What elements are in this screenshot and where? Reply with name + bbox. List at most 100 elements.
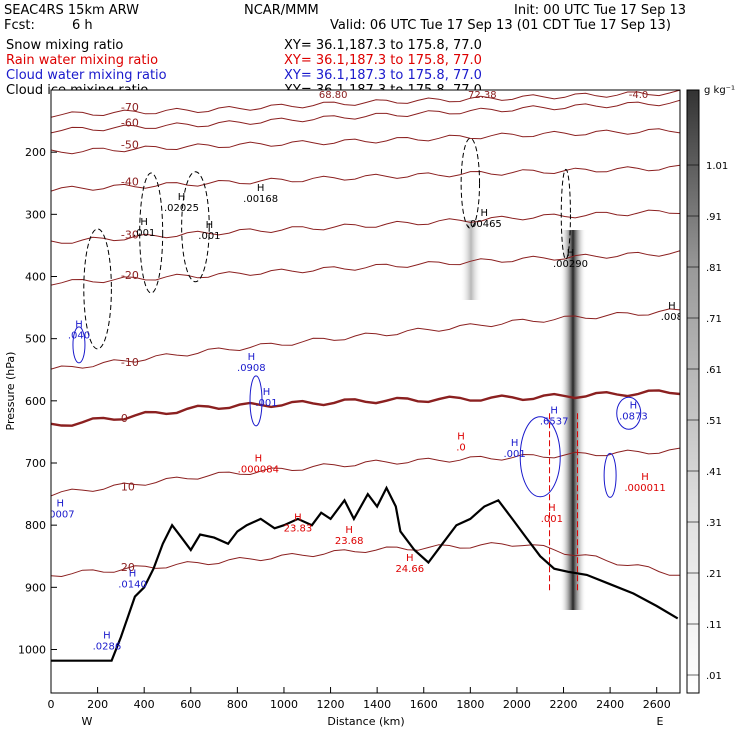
y-tick-label: 400 [25,270,46,283]
rain-max-h: H [457,432,465,443]
isotherm-label: -70 [121,101,139,114]
fcst-value: 6 h [72,18,93,33]
ice-shaft-secondary [460,220,482,300]
cloud-max-h: H [248,352,256,363]
top-row-label: 68.80 [319,90,348,101]
isotherm [51,250,680,286]
isotherm-label: -10 [121,356,139,369]
cloud-max-value: .0286 [93,641,122,652]
snow-max-value: .008 [661,312,683,323]
x-tick-label: 1400 [363,698,391,711]
isotherm [51,542,680,578]
snow-contour [83,228,112,350]
rain-max-h: H [548,503,556,514]
snow-contour [560,168,571,260]
rain-max-h: H [294,512,302,523]
colorbar-label: .91 [706,212,722,223]
west-label: W [82,715,93,728]
cloud-max-value: .0873 [619,411,648,422]
top-row-labels: 68.80 72.38 -4.0 [319,90,648,101]
y-axis: 200 300 400 500 600 700 800 900 1000 [18,146,57,656]
y-tick-label: 200 [25,146,46,159]
top-row-label: -4.0 [629,90,649,101]
rain-max-value: .0 [456,443,466,454]
legend-name: Snow mixing ratio [6,38,123,53]
isotherm [51,308,680,370]
snow-max-value: .00290 [553,259,588,270]
snow-max-h: H [668,301,676,312]
cloud-max-value: .001 [503,449,525,460]
y-tick-label: 600 [25,395,46,408]
snow-max-h: H [481,208,489,219]
y-tick-label: 700 [25,457,46,470]
cloud-max-h: H [129,568,137,579]
cloud-max-h: H [75,320,83,331]
colorbar-label: .11 [706,620,722,631]
isotherm [51,447,680,497]
colorbar-label: 1.01 [706,161,728,172]
isotherm [51,209,680,244]
snow-max-value: .00465 [467,219,502,230]
colorbar-label: .31 [706,518,722,529]
isotherm-label: -20 [121,269,139,282]
isotherm-label: 20 [121,561,135,574]
y-axis-label: Pressure (hPa) [4,352,17,431]
temperature-contours: -70 -60 -50 -40 -30 -20 -10 0 10 20 [51,90,680,578]
maxima-labels: H.001H.02025H.00168H.001H.00465H.00290H.… [46,183,683,653]
y-tick-label: 900 [25,581,46,594]
legend: Snow mixing ratio XY= 36.1,187.3 to 175.8… [6,38,482,98]
legend-xy: XY= 36.1,187.3 to 175.8, 77.0 [284,53,482,68]
x-tick-label: 600 [180,698,201,711]
cloud-max-h: H [103,630,111,641]
cloud-max-value: .001 [255,398,277,409]
isotherm-label: -40 [121,176,139,189]
snow-max-value: .02025 [164,203,199,214]
colorbar-label: .21 [706,569,722,580]
isotherm [51,90,680,118]
valid-time: Valid: 06 UTC Tue 17 Sep 13 (01 CDT Tue … [330,18,671,33]
x-axis: 0 200 400 600 800 1000 1200 1400 1600 1800 2000 220… [48,687,671,711]
snow-max-h: H [178,192,186,203]
snow-max-h: H [206,220,214,231]
isotherm-label: -50 [121,138,139,151]
snow-max-value: .00168 [243,194,278,205]
cloud-max-h: H [630,400,638,411]
x-tick-label: 200 [87,698,108,711]
rain-max-h: H [345,525,353,536]
legend-name: Cloud water mixing ratio [6,68,167,83]
rain-max-value: .000084 [238,464,279,475]
snow-max-value: .001 [198,231,220,242]
x-tick-label: 2000 [503,698,531,711]
y-tick-label: 1000 [18,643,46,656]
plot-frame [50,89,681,694]
cloud-max-h: H [511,438,519,449]
x-tick-label: 400 [134,698,155,711]
init-time: Init: 00 UTC Tue 17 Sep 13 [514,3,686,18]
colorbar-unit: g kg⁻¹ [704,85,735,96]
cloud-contour [616,396,642,430]
ice-shaft-main [560,230,586,610]
cloud-max-h: H [550,405,558,416]
rain-max-h: H [641,472,649,483]
x-tick-label: 1000 [270,698,298,711]
colorbar-labels: 1.01 .91 .81 .71 .61 .51 .41 .31 .21 .11 .01 [687,161,728,682]
snow-max-h: H [257,183,265,194]
cloud-contour [603,452,617,498]
isotherm [51,128,680,155]
x-tick-label: 1200 [317,698,345,711]
y-tick-label: 300 [25,208,46,221]
x-tick-label: 1600 [410,698,438,711]
fcst-label: Fcst: [4,18,35,33]
isotherm-label: -30 [121,229,139,242]
rain-max-value: 23.83 [284,523,313,534]
rain-max-h: H [255,453,263,464]
isotherm [51,99,680,134]
rain-max-value: .001 [541,514,563,525]
terrain-line [51,485,679,662]
x-tick-label: 2200 [550,698,578,711]
cloud-contour [72,326,86,364]
x-tick-label: 800 [227,698,248,711]
cloud-max-value: .0007 [46,510,75,521]
isotherm [51,389,680,427]
